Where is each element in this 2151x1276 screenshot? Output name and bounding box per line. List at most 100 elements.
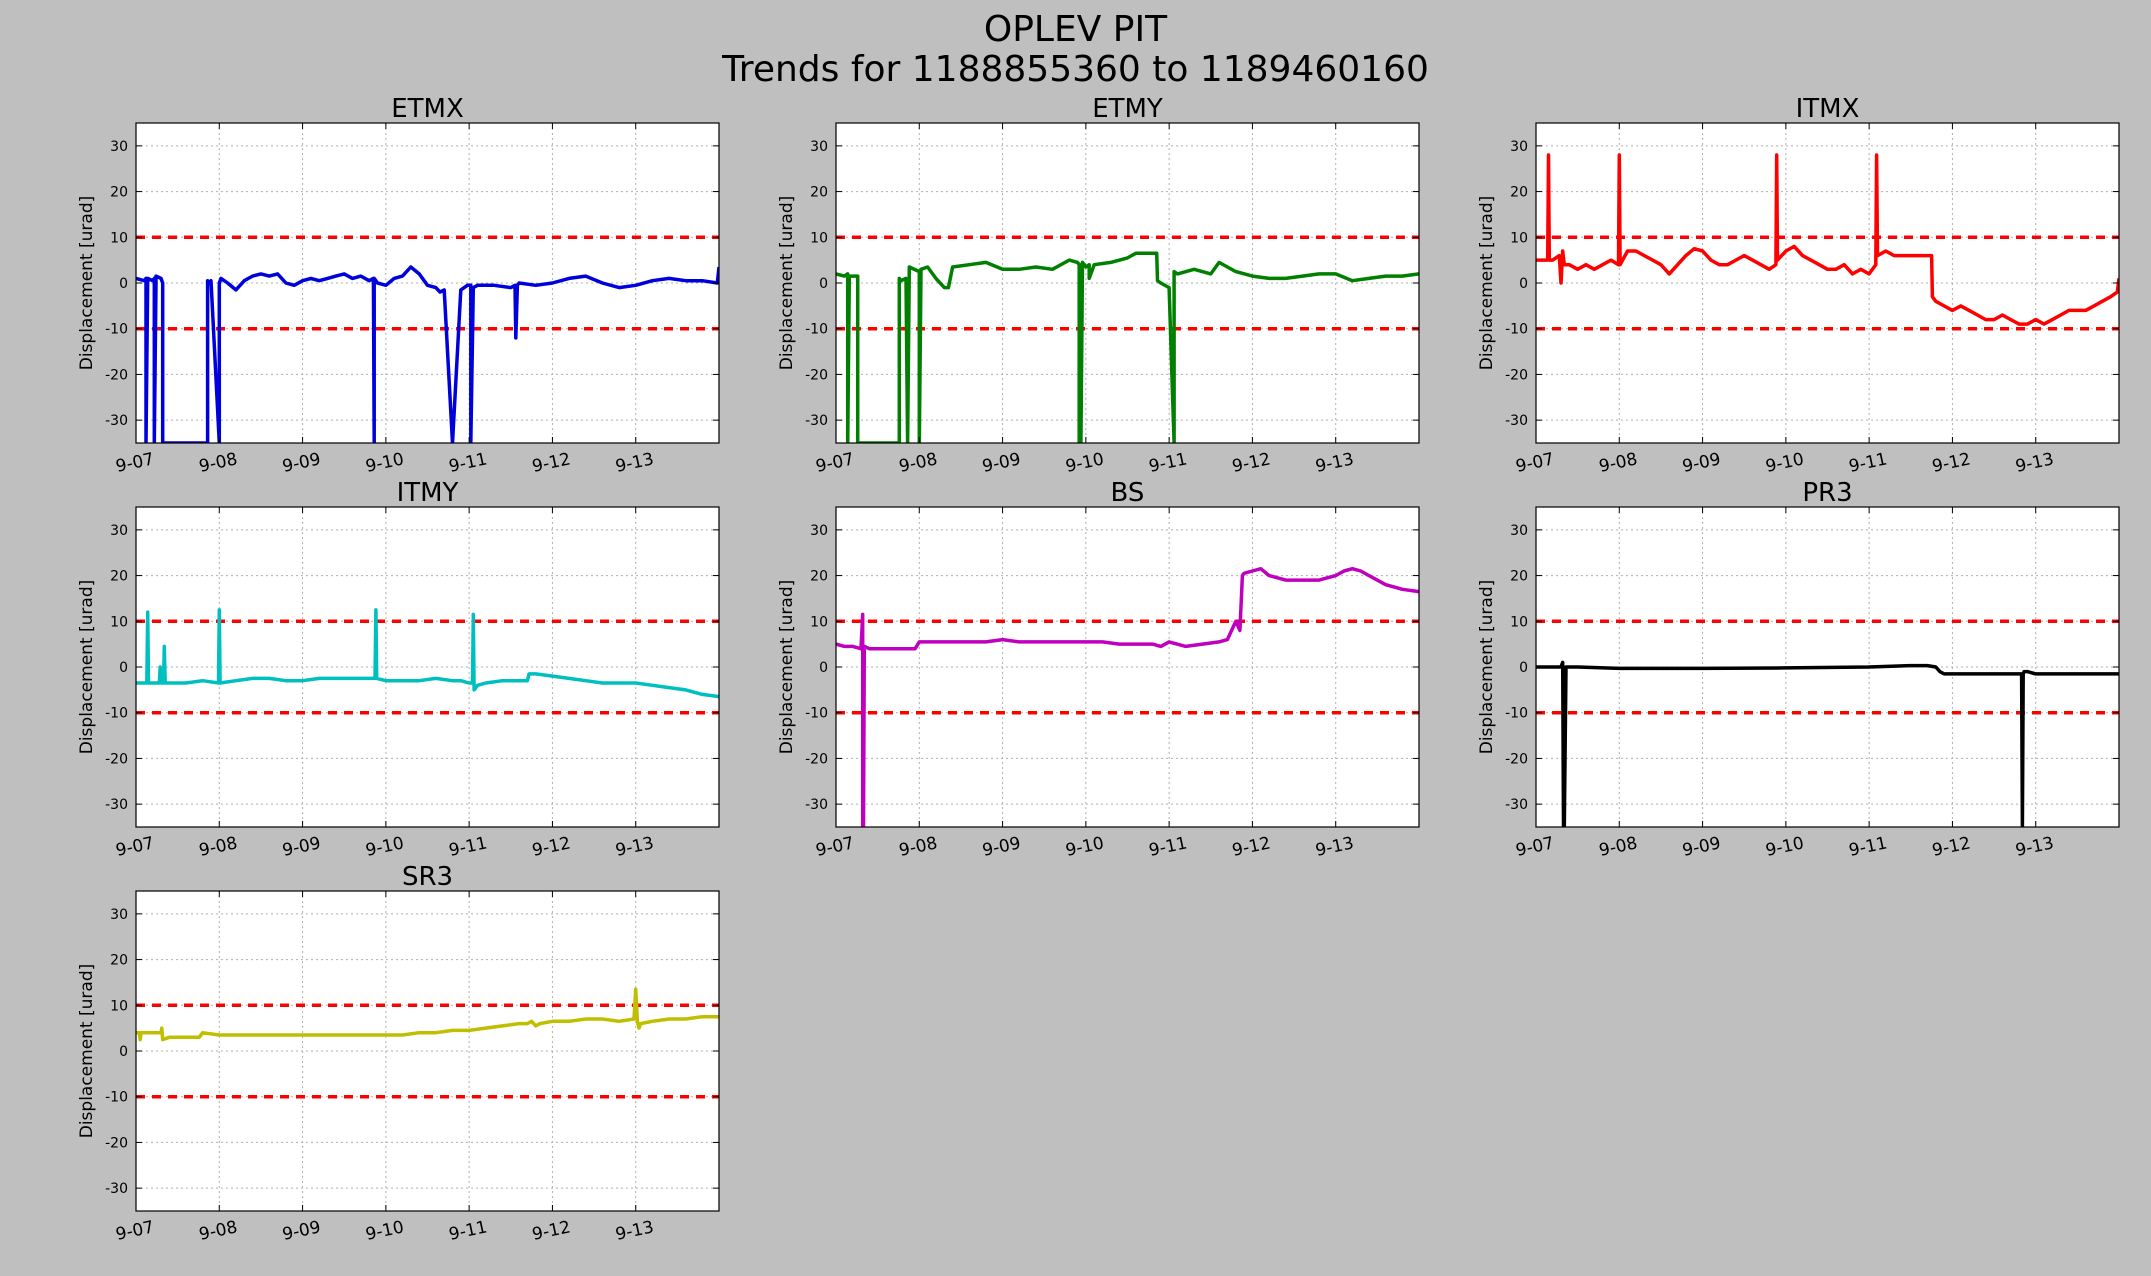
y-tick-label: 30 [1510, 523, 1528, 539]
x-tick-label: 9-11 [1847, 449, 1889, 477]
y-axis-label: Displacement [urad] [77, 964, 97, 1139]
x-tick-label: 9-13 [614, 449, 656, 477]
y-tick-label: 0 [1519, 276, 1528, 292]
y-tick-label: 10 [1510, 614, 1528, 630]
subplot-itmy: -30 -20 -10 0 10 20 30 9-07 9-08 9-09 9-10 9-11 9-12… [77, 478, 720, 861]
y-tick-label: 0 [819, 276, 828, 292]
y-tick-label: 10 [1510, 230, 1528, 246]
y-tick-label: 10 [810, 614, 828, 630]
subplot-title: SR3 [402, 862, 453, 892]
y-tick-label: -10 [105, 706, 128, 722]
y-tick-label: 30 [810, 139, 828, 155]
x-tick-label: 9-13 [614, 833, 656, 861]
y-axis-label: Displacement [urad] [1477, 580, 1497, 755]
ticks [835, 507, 1419, 827]
subplot-title: ETMX [391, 94, 464, 124]
series-line [1536, 660, 2119, 827]
y-tick-label: -20 [805, 751, 828, 767]
x-tick-label: 9-08 [897, 833, 939, 861]
y-axis-label: Displacement [urad] [777, 196, 797, 371]
x-tick-label: 9-07 [114, 833, 156, 861]
x-tick-label: 9-09 [981, 833, 1023, 861]
y-tick-label: -10 [805, 706, 828, 722]
y-tick-label: 20 [110, 953, 128, 969]
y-tick-label: -20 [105, 367, 128, 383]
y-tick-label: 30 [810, 523, 828, 539]
series-line [136, 608, 719, 699]
threshold-lines [136, 1003, 719, 1099]
x-tick-label: 9-10 [1764, 833, 1806, 861]
ticks [135, 891, 719, 1211]
y-tick-label: -10 [1505, 706, 1528, 722]
subplot-bs: -30 -20 -10 0 10 20 30 9-07 9-08 9-09 9-10 9-11 9-12… [777, 478, 1420, 861]
x-tick-label: 9-12 [1930, 833, 1972, 861]
x-tick-label: 9-13 [1314, 449, 1356, 477]
figure-title: OPLEV PIT [983, 9, 1168, 50]
x-tick-label: 9-08 [1597, 449, 1639, 477]
x-tick-label: 9-10 [1764, 449, 1806, 477]
y-tick-label: 0 [819, 660, 828, 676]
x-tick-label: 9-08 [1597, 833, 1639, 861]
x-tick-label: 9-09 [981, 449, 1023, 477]
x-tick-label: 9-12 [530, 449, 572, 477]
x-tick-label: 9-07 [814, 833, 856, 861]
y-axis-label: Displacement [urad] [777, 580, 797, 755]
x-tick-label: 9-12 [530, 1217, 572, 1245]
x-tick-label: 9-10 [364, 1217, 406, 1245]
ticks [1535, 123, 2119, 443]
x-tick-label: 9-12 [1230, 449, 1272, 477]
x-tick-label: 9-10 [1064, 833, 1106, 861]
y-tick-label: -10 [105, 1090, 128, 1106]
y-tick-label: -30 [105, 797, 128, 813]
y-tick-label: -20 [1505, 367, 1528, 383]
figure-subtitle: Trends for 1188855360 to 1189460160 [722, 49, 1429, 90]
threshold-lines [136, 235, 719, 331]
x-tick-label: 9-11 [447, 1217, 489, 1245]
subplot-title: ITMY [397, 478, 459, 508]
threshold-lines [836, 619, 1419, 715]
subplot-title: BS [1111, 478, 1145, 508]
y-tick-label: -20 [1505, 751, 1528, 767]
y-tick-label: 10 [810, 230, 828, 246]
subplot-itmx: -30 -20 -10 0 10 20 30 9-07 9-08 9-09 9-10 9-11 9-12… [1477, 94, 2120, 477]
y-tick-label: -30 [1505, 413, 1528, 429]
x-tick-label: 9-10 [364, 449, 406, 477]
subplot-title: ETMY [1092, 94, 1163, 124]
y-tick-label: 30 [1510, 139, 1528, 155]
y-tick-label: 0 [119, 1044, 128, 1060]
y-tick-label: 10 [110, 230, 128, 246]
x-tick-label: 9-08 [197, 833, 239, 861]
y-axis-label: Displacement [urad] [77, 196, 97, 371]
x-tick-label: 9-11 [447, 449, 489, 477]
y-tick-label: 30 [110, 139, 128, 155]
x-tick-label: 9-11 [447, 833, 489, 861]
x-tick-label: 9-08 [197, 449, 239, 477]
grid [1535, 123, 2119, 443]
x-tick-label: 9-10 [1064, 449, 1106, 477]
ticks [135, 507, 719, 827]
x-tick-label: 9-09 [281, 1217, 323, 1245]
y-tick-label: 20 [810, 185, 828, 201]
subplot-title: PR3 [1802, 478, 1852, 508]
y-tick-label: -30 [805, 797, 828, 813]
x-tick-label: 9-12 [530, 833, 572, 861]
ticks [135, 123, 719, 443]
x-tick-label: 9-09 [1681, 833, 1723, 861]
y-axis-label: Displacement [urad] [1477, 196, 1497, 371]
y-tick-label: 10 [110, 614, 128, 630]
x-tick-label: 9-07 [114, 449, 156, 477]
y-axis-label: Displacement [urad] [77, 580, 97, 755]
x-tick-label: 9-13 [614, 1217, 656, 1245]
subplot-etmx: -30 -20 -10 0 10 20 30 9-07 9-08 9-09 9-10 9-11 9-12… [77, 94, 720, 477]
x-tick-label: 9-09 [281, 833, 323, 861]
series-line [836, 566, 1419, 827]
subplot-sr3: -30 -20 -10 0 10 20 30 9-07 9-08 9-09 9-10 9-11 9-12… [77, 862, 720, 1245]
x-tick-label: 9-08 [197, 1217, 239, 1245]
x-tick-label: 9-08 [897, 449, 939, 477]
y-tick-label: -30 [105, 1181, 128, 1197]
y-tick-label: -10 [105, 322, 128, 338]
subplot-pr3: -30 -20 -10 0 10 20 30 9-07 9-08 9-09 9-10 9-11 9-12… [1477, 478, 2120, 861]
y-tick-label: -20 [105, 1135, 128, 1151]
threshold-lines [1536, 235, 2119, 331]
